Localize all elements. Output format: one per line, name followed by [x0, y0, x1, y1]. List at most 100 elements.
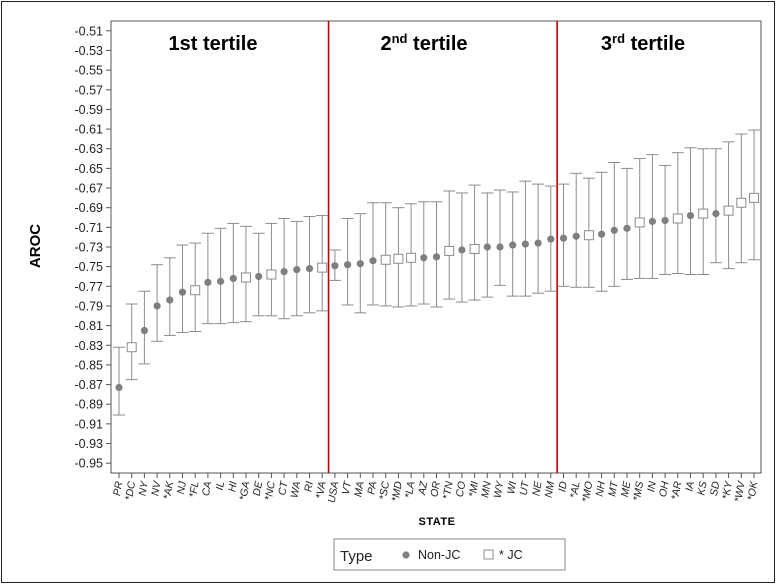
x-tick-label: *TN [441, 480, 456, 500]
x-tick-label: ID [556, 480, 570, 493]
non-jc-marker [458, 246, 466, 254]
tertile-labels: 1st tertile 2nd tertile 3rd tertile [169, 31, 686, 56]
jc-marker [444, 245, 455, 256]
non-jc-marker [217, 277, 225, 285]
error-bar [646, 154, 659, 279]
y-tick-label: -0.83 [75, 339, 104, 353]
non-jc-marker [178, 288, 187, 296]
x-tick-label: NV [149, 479, 164, 496]
error-bar [621, 167, 633, 280]
non-jc-marker [140, 326, 148, 335]
x-tick-label: NM [543, 480, 558, 498]
x-tick-label: MN [479, 480, 494, 499]
x-tick-label: *MI [467, 480, 482, 498]
y-tick-label: -0.51 [75, 24, 104, 38]
x-tick-label: AZ [416, 480, 430, 497]
y-tick-label: -0.79 [75, 299, 104, 313]
jc-marker [266, 269, 277, 280]
jc-marker [672, 213, 683, 224]
non-jc-marker [305, 265, 314, 273]
x-tick-label: *WV [732, 479, 748, 503]
y-tick-label: -0.81 [75, 319, 104, 333]
error-bar [671, 152, 684, 275]
y-tick-label: -0.57 [75, 83, 104, 97]
x-tick-label: PA [365, 480, 379, 495]
x-tick-label: CO [454, 480, 469, 498]
x-tick-label: UT [518, 479, 533, 496]
error-bar [417, 201, 430, 305]
non-jc-marker [432, 253, 441, 261]
y-tick-label: -0.65 [75, 162, 104, 176]
error-bar [113, 346, 125, 416]
legend-box [333, 538, 566, 571]
error-bar [227, 222, 240, 324]
x-tick-label: HI [226, 480, 240, 493]
x-tick-label: SD [708, 480, 722, 497]
error-bar [722, 141, 735, 270]
y-tick-label: -0.67 [75, 182, 104, 196]
error-bar [201, 232, 214, 325]
x-tick-label: *DC [123, 480, 138, 501]
x-tick-label: VT [340, 479, 354, 496]
x-tick-label: NJ [175, 480, 189, 495]
non-jc-marker [420, 254, 428, 262]
tertile-label: 3rd tertile [601, 31, 685, 56]
non-jc-marker [153, 302, 161, 310]
jc-marker [583, 230, 594, 241]
jc-marker [749, 192, 759, 203]
error-bar [532, 183, 545, 294]
legend-non-jc-marker [402, 551, 410, 559]
jc-marker [317, 262, 328, 273]
non-jc-marker [356, 260, 364, 268]
error-bar [709, 148, 722, 264]
x-tick-label: *SC [377, 480, 392, 501]
y-tick-label: -0.53 [75, 44, 104, 58]
x-tick-label: NH [594, 480, 609, 497]
non-jc-marker [331, 262, 339, 270]
jc-marker [723, 205, 734, 216]
x-tick-label: PR [111, 480, 125, 497]
x-tick-label: *LA [403, 480, 418, 499]
error-bar [494, 189, 506, 286]
jc-marker [736, 197, 747, 208]
non-jc-marker [509, 241, 517, 249]
tertile-label: 1st tertile [169, 33, 258, 55]
y-tick-label: -0.73 [75, 241, 104, 255]
y-tick-label: -0.85 [75, 358, 104, 372]
non-jc-marker [610, 226, 618, 234]
x-tick-label: IA [683, 480, 697, 492]
y-tick-label: -0.89 [75, 398, 104, 412]
x-tick-label: IN [645, 480, 659, 493]
error-bar [519, 180, 532, 297]
non-jc-marker [496, 243, 504, 251]
error-bar [214, 227, 227, 325]
y-tick-label: -0.93 [75, 437, 104, 451]
error-bar [443, 190, 456, 300]
non-jc-marker [648, 217, 657, 226]
x-tick-label: *AK [161, 479, 176, 500]
y-tick-label: -0.55 [75, 64, 104, 78]
legend-jc-label: * JC [499, 548, 523, 562]
x-tick-label: WY [492, 479, 507, 499]
y-axis-title: AROC [27, 224, 44, 268]
x-tick-label: MA [352, 480, 367, 498]
jc-marker [406, 252, 417, 263]
x-axis-title: STATE [419, 516, 456, 528]
jc-marker [393, 253, 404, 264]
jc-marker [190, 285, 201, 296]
x-tick-label: WI [505, 480, 519, 495]
non-jc-marker [204, 278, 212, 286]
y-tick-label: -0.59 [75, 103, 104, 117]
x-tick-label: *GA [237, 480, 252, 501]
legend: Type Non-JC * JC [333, 538, 566, 571]
x-tick-label: MT [606, 479, 621, 498]
non-jc-marker [559, 234, 568, 242]
error-bar [570, 172, 583, 288]
x-tick-label: ME [619, 479, 634, 498]
non-jc-marker [547, 235, 555, 243]
y-tick-label: -0.87 [75, 378, 104, 392]
x-tick-label: WA [289, 480, 304, 499]
non-jc-marker [534, 239, 542, 247]
x-tick-label: DE [251, 479, 266, 496]
